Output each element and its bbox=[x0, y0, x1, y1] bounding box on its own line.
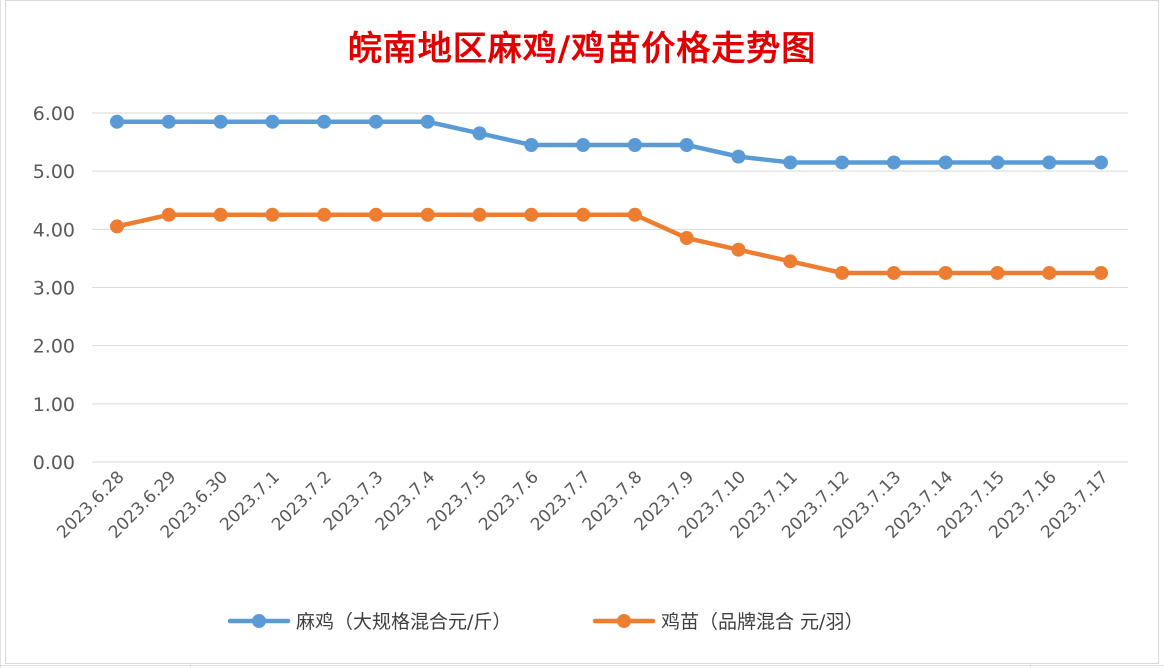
data-point bbox=[783, 155, 798, 170]
data-point bbox=[472, 207, 487, 222]
data-point bbox=[990, 265, 1005, 280]
data-point bbox=[1094, 155, 1108, 170]
legend-marker-1 bbox=[252, 614, 266, 628]
data-point bbox=[420, 114, 435, 129]
data-point bbox=[161, 207, 176, 222]
legend: 麻鸡（大规格混合元/斤） 鸡苗（品牌混合 元/羽） bbox=[227, 611, 863, 633]
data-point bbox=[161, 114, 176, 129]
data-point bbox=[627, 137, 642, 152]
data-point bbox=[110, 219, 124, 234]
chart-area[interactable]: 皖南地区麻鸡/鸡苗价格走势图 bbox=[5, 0, 1159, 664]
y-tick-label: 2.00 bbox=[33, 336, 75, 358]
y-tick-label: 4.00 bbox=[33, 219, 75, 241]
data-point bbox=[317, 114, 332, 129]
data-point bbox=[679, 231, 694, 246]
data-point bbox=[990, 155, 1005, 170]
data-point bbox=[110, 114, 124, 129]
data-point bbox=[1042, 155, 1057, 170]
data-point bbox=[886, 155, 901, 170]
data-point bbox=[627, 207, 642, 222]
chart-title: 皖南地区麻鸡/鸡苗价格走势图 bbox=[347, 29, 817, 69]
data-point bbox=[213, 114, 228, 129]
y-tick-label: 0.00 bbox=[33, 452, 75, 474]
data-point bbox=[783, 254, 798, 269]
y-axis-tick-labels: 0.00 1.00 2.00 3.00 4.00 5.00 6.00 bbox=[33, 103, 75, 474]
y-tick-label: 5.00 bbox=[33, 161, 75, 183]
data-point bbox=[886, 265, 901, 280]
data-point bbox=[265, 207, 280, 222]
data-point bbox=[1094, 265, 1108, 280]
data-point bbox=[731, 149, 746, 164]
data-point bbox=[420, 207, 435, 222]
data-point bbox=[317, 207, 332, 222]
data-point bbox=[576, 137, 591, 152]
legend-marker-2 bbox=[617, 614, 631, 628]
data-point bbox=[524, 207, 539, 222]
data-point bbox=[576, 207, 591, 222]
legend-label-1: 麻鸡（大规格混合元/斤） bbox=[296, 611, 511, 633]
data-point bbox=[835, 155, 850, 170]
data-point bbox=[472, 126, 487, 141]
data-point bbox=[1042, 265, 1057, 280]
series-lines bbox=[110, 114, 1108, 280]
series-line-2 bbox=[114, 212, 1104, 276]
data-point bbox=[368, 207, 383, 222]
data-point bbox=[213, 207, 228, 222]
data-point bbox=[679, 137, 694, 152]
y-tick-label: 1.00 bbox=[33, 394, 75, 416]
data-point bbox=[524, 137, 539, 152]
legend-label-2: 鸡苗（品牌混合 元/羽） bbox=[661, 611, 863, 633]
y-tick-label: 6.00 bbox=[33, 103, 75, 125]
series-line-1 bbox=[114, 119, 1104, 165]
data-point bbox=[731, 242, 746, 257]
gridlines bbox=[92, 112, 1128, 463]
y-tick-label: 3.00 bbox=[33, 278, 75, 300]
data-point bbox=[368, 114, 383, 129]
data-point bbox=[938, 155, 953, 170]
data-point bbox=[265, 114, 280, 129]
data-point bbox=[938, 265, 953, 280]
x-axis-tick-labels: 2023.6.282023.6.292023.6.302023.7.12023.… bbox=[53, 467, 1112, 542]
data-point bbox=[835, 265, 850, 280]
